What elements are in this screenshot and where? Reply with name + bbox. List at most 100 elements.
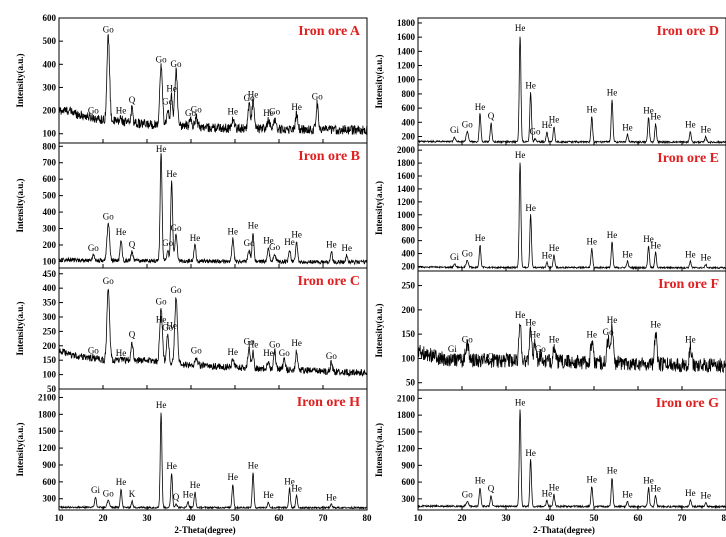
y-tick-label: 600 xyxy=(402,103,416,113)
peak-label-go: Go xyxy=(244,238,255,248)
peak-label-go: Go xyxy=(279,348,290,358)
y-tick-label: 600 xyxy=(43,13,57,23)
peak-label-go: Go xyxy=(88,106,99,116)
plot-frame xyxy=(417,389,726,511)
x-tick-label: 40 xyxy=(187,513,197,523)
y-tick-label: 100 xyxy=(402,353,416,363)
peak-label-go: Go xyxy=(269,107,280,117)
x-tick-label: 10 xyxy=(414,513,424,523)
peak-label-go: Go xyxy=(156,296,167,306)
peak-label-he: He xyxy=(263,490,274,500)
peak-label-he: He xyxy=(650,112,661,122)
peak-label-he: He xyxy=(248,89,259,99)
y-tick-label: 900 xyxy=(402,460,416,470)
peak-label-go: Go xyxy=(462,249,473,259)
x-axis-label: 2-Thata(degree) xyxy=(533,525,595,535)
peak-label-he: He xyxy=(116,106,127,116)
y-tick-label: 1200 xyxy=(397,444,416,454)
peak-label-go: Go xyxy=(88,345,99,355)
peak-label-he: He xyxy=(291,483,302,493)
peak-label-he: He xyxy=(542,251,553,261)
peak-label-he: He xyxy=(342,243,353,253)
y-tick-label: 1800 xyxy=(397,410,416,420)
y-axis-label: Intensity(a.u.) xyxy=(15,53,25,107)
panel-iron-ore-g: 300 600 900 1200 1500 1800 2100 10 20 30 40 50 60 70 8… xyxy=(374,389,726,535)
xrd-pattern-line xyxy=(418,323,726,374)
peak-label-q: Q xyxy=(173,492,180,502)
peak-label-he: He xyxy=(166,461,177,471)
plot-frame xyxy=(58,388,368,511)
y-tick-label: 1200 xyxy=(397,197,416,207)
x-tick-label: 80 xyxy=(722,513,726,523)
peak-label-he: He xyxy=(549,482,560,492)
y-tick-label: 800 xyxy=(402,89,416,99)
peak-label-he: He xyxy=(156,400,167,410)
peak-label-q: Q xyxy=(488,111,495,121)
x-tick-label: 70 xyxy=(319,513,329,523)
x-tick-label: 40 xyxy=(546,513,556,523)
peak-label-k: K xyxy=(129,489,136,499)
peak-label-gi: Gi xyxy=(450,125,459,135)
peak-label-he: He xyxy=(515,23,526,33)
peak-label-he: He xyxy=(263,108,274,118)
x-tick-label: 50 xyxy=(590,513,600,523)
y-tick-label: 250 xyxy=(43,326,57,336)
peak-label-he: He xyxy=(685,249,696,259)
panel-title: Iron ore F xyxy=(658,277,719,292)
peak-label-he: He xyxy=(228,107,239,117)
peak-label-he: He xyxy=(607,230,618,240)
panel-iron-ore-c: 50 100 150 200 250 300 350 400 450 Intensity(a.u.… xyxy=(15,267,368,394)
y-tick-label: 500 xyxy=(43,36,57,46)
x-tick-label: 20 xyxy=(458,513,468,523)
peak-label-he: He xyxy=(701,491,712,501)
peak-label-go: Go xyxy=(326,351,337,361)
y-tick-label: 200 xyxy=(43,106,57,116)
peak-label-he: He xyxy=(291,230,302,240)
peak-label-he: He xyxy=(475,476,486,486)
y-tick-label: 1500 xyxy=(397,427,416,437)
peak-label-he: He xyxy=(650,320,661,330)
peak-label-go: Go xyxy=(462,120,473,130)
peak-label-go: Go xyxy=(162,238,173,248)
peak-label-he: He xyxy=(607,315,618,325)
peak-label-he: He xyxy=(701,124,712,134)
peak-label-he: He xyxy=(587,105,598,115)
y-tick-label: 600 xyxy=(43,174,57,184)
x-tick-label: 50 xyxy=(231,513,241,523)
peak-label-go: Go xyxy=(103,212,114,222)
peak-label-he: He xyxy=(587,329,598,339)
xrd-pattern-line xyxy=(59,34,367,136)
xrd-pattern-line xyxy=(59,153,367,266)
peak-label-go: Go xyxy=(462,490,473,500)
y-axis-label: Intensity(a.u.) xyxy=(374,423,384,477)
panel-title: Iron ore B xyxy=(298,149,360,164)
y-axis-label: Intensity(a.u.) xyxy=(15,422,25,476)
y-tick-label: 400 xyxy=(43,283,57,293)
peak-label-go: Go xyxy=(171,223,182,233)
y-tick-label: 100 xyxy=(43,129,57,139)
y-tick-label: 100 xyxy=(43,370,57,380)
peak-label-go: Go xyxy=(162,96,173,106)
peak-label-he: He xyxy=(326,492,337,502)
peak-label-q: Q xyxy=(488,483,495,493)
peak-label-go: Go xyxy=(185,108,196,118)
panel-title: Iron ore G xyxy=(656,396,719,411)
peak-label-he: He xyxy=(549,334,560,344)
panel-iron-ore-d: 200 400 600 800 1000 1200 1400 1600 1800 Intensit… xyxy=(374,17,726,146)
x-tick-label: 10 xyxy=(55,513,65,523)
peak-label-go: Go xyxy=(103,488,114,498)
y-tick-label: 800 xyxy=(402,223,416,233)
y-tick-label: 2000 xyxy=(397,145,416,155)
y-tick-label: 500 xyxy=(43,191,57,201)
y-tick-label: 1600 xyxy=(397,171,416,181)
xrd-pattern-line xyxy=(418,409,726,510)
panel-iron-ore-b: 100 200 300 400 500 600 700 800 Intensity(a.u.) H… xyxy=(15,141,368,269)
x-tick-label: 70 xyxy=(678,513,688,523)
peak-label-go: Go xyxy=(191,345,202,355)
peak-label-he: He xyxy=(525,80,536,90)
y-tick-label: 250 xyxy=(402,281,416,291)
peak-label-go: Go xyxy=(269,340,280,350)
